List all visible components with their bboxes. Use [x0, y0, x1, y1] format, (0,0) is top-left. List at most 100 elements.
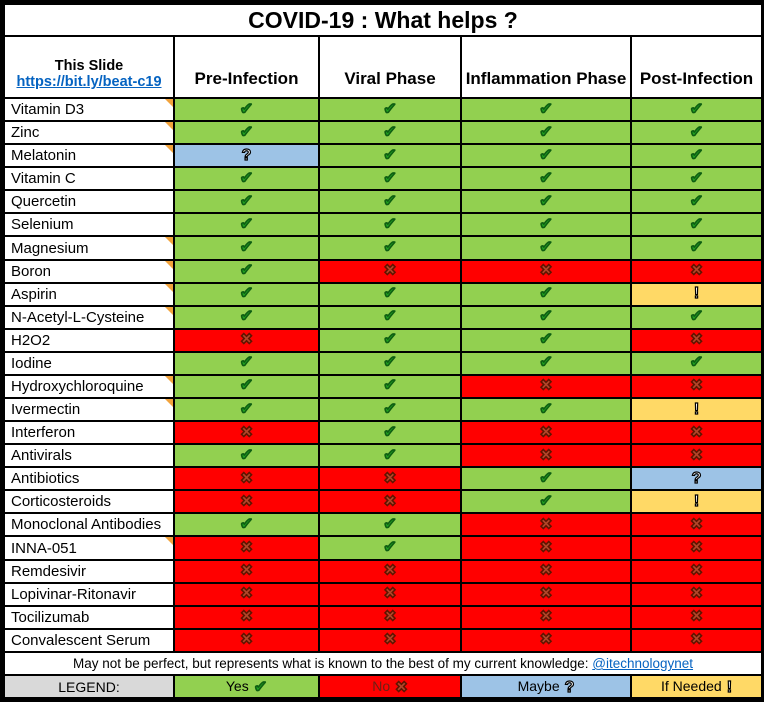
question-mark-icon: ? — [241, 146, 252, 164]
table-row: INNA-051 ✖ ✔ ✖ ✖ — [3, 535, 761, 561]
no-cross-icon: ✖ — [240, 423, 254, 441]
yes-check-icon: ✔ — [689, 354, 704, 372]
status-cell-no: ✖ — [630, 627, 761, 654]
row-label: Boron — [3, 258, 175, 284]
status-cell-yes: ✔ — [460, 397, 632, 423]
status-cell-yes: ✔ — [460, 235, 632, 261]
no-cross-icon: ✖ — [395, 679, 409, 696]
status-cell-no: ✖ — [460, 558, 632, 584]
status-cell-no: ✖ — [318, 466, 462, 492]
status-cell-no: ✖ — [460, 443, 632, 469]
comment-marker-icon — [165, 400, 172, 408]
table-row: Hydroxychloroquine ✔ ✔ ✖ ✖ — [3, 373, 761, 400]
covid-help-table: COVID-19 : What helps ? This Slide https… — [3, 3, 761, 699]
table-row: Melatonin? ✔ ✔ ✔ — [3, 143, 761, 169]
status-cell-yes: ✔ — [460, 96, 632, 123]
comment-marker-icon — [165, 261, 172, 269]
status-cell-yes: ✔ — [460, 166, 632, 192]
status-cell-no: ✖ — [460, 581, 632, 607]
row-label: Antivirals — [3, 443, 175, 469]
table-row: Interferon ✖ ✔ ✖ ✖ — [3, 420, 761, 446]
no-cross-icon: ✖ — [383, 585, 397, 603]
no-cross-icon: ✖ — [690, 446, 704, 464]
no-cross-icon: ✖ — [240, 562, 254, 580]
no-cross-icon: ✖ — [383, 469, 397, 487]
no-cross-icon: ✖ — [539, 585, 553, 603]
status-cell-no: ✖ — [460, 258, 632, 284]
row-label: Selenium — [3, 212, 175, 238]
no-cross-icon: ✖ — [539, 562, 553, 580]
legend-item-if-needed: If Needed! — [630, 674, 761, 699]
status-cell-yes: ✔ — [173, 235, 320, 261]
row-label: Interferon — [3, 420, 175, 446]
column-header-inflammation-phase: Inflammation Phase — [460, 35, 632, 99]
yes-check-icon: ✔ — [539, 285, 553, 303]
no-cross-icon: ✖ — [690, 562, 704, 580]
row-label: Iodine — [3, 350, 175, 376]
yes-check-icon: ✔ — [689, 100, 704, 118]
no-cross-icon: ✖ — [383, 562, 397, 580]
yes-check-icon: ✔ — [239, 262, 254, 280]
status-cell-yes: ✔ — [318, 166, 462, 192]
status-cell-yes: ✔ — [630, 96, 761, 123]
status-cell-yes: ✔ — [173, 443, 320, 469]
status-cell-yes: ✔ — [318, 281, 462, 307]
yes-check-icon: ✔ — [239, 123, 254, 141]
slide-url-link[interactable]: https://bit.ly/beat-c19 — [16, 74, 162, 90]
status-cell-no: ✖ — [460, 535, 632, 561]
table-row: Ivermectin ✔ ✔ ✔! — [3, 397, 761, 423]
yes-check-icon: ✔ — [239, 100, 254, 118]
status-cell-no: ✖ — [630, 512, 761, 538]
yes-check-icon: ✔ — [383, 239, 397, 256]
yes-check-icon: ✔ — [239, 192, 254, 210]
table-row: N-Acetyl-L-Cysteine ✔ ✔ ✔ ✔ — [3, 304, 761, 330]
status-cell-yes: ✔ — [630, 166, 761, 192]
status-cell-yes: ✔ — [460, 304, 632, 330]
yes-check-icon: ✔ — [689, 169, 704, 187]
status-cell-yes: ✔ — [318, 143, 462, 169]
status-cell-yes: ✔ — [173, 166, 320, 192]
row-label: INNA-051 — [3, 535, 175, 561]
no-cross-icon: ✖ — [240, 631, 254, 649]
yes-check-icon: ✔ — [383, 146, 397, 164]
no-cross-icon: ✖ — [539, 446, 553, 464]
status-cell-yes: ✔ — [318, 212, 462, 238]
yes-check-icon: ✔ — [383, 192, 397, 210]
status-cell-no: ✖ — [630, 327, 761, 353]
status-cell-no: ✖ — [173, 420, 320, 446]
status-cell-no: ✖ — [173, 581, 320, 607]
status-cell-yes: ✔ — [460, 189, 632, 215]
status-cell-no: ✖ — [460, 420, 632, 446]
footer-handle-link[interactable]: @itechnologynet — [592, 656, 694, 671]
row-label: Vitamin C — [3, 166, 175, 192]
yes-check-icon: ✔ — [689, 146, 704, 164]
status-cell-yes: ✔ — [460, 212, 632, 238]
status-cell-yes: ✔ — [460, 489, 632, 515]
no-cross-icon: ✖ — [690, 539, 704, 557]
status-cell-no: ✖ — [460, 604, 632, 630]
status-cell-no: ✖ — [173, 604, 320, 630]
status-cell-yes: ✔ — [173, 258, 320, 284]
yes-check-icon: ✔ — [539, 331, 553, 349]
no-cross-icon: ✖ — [383, 608, 397, 626]
row-label: Convalescent Serum — [3, 627, 175, 654]
exclamation-mark-icon: ! — [693, 285, 700, 303]
status-cell-no: ✖ — [460, 373, 632, 400]
table-row: Convalescent Serum ✖ ✖ ✖ ✖ — [3, 627, 761, 654]
status-cell-yes: ✔ — [318, 96, 462, 123]
status-cell-yes: ✔ — [630, 235, 761, 261]
status-cell-yes: ✔ — [318, 397, 462, 423]
yes-check-icon: ✔ — [239, 215, 254, 233]
legend-maybe-label: Maybe — [517, 677, 560, 694]
status-cell-yes: ✔ — [630, 350, 761, 376]
no-cross-icon: ✖ — [240, 608, 254, 626]
table-row: Lopivinar-Ritonavir ✖ ✖ ✖ ✖ — [3, 581, 761, 607]
status-cell-if-needed: ! — [630, 397, 761, 423]
status-cell-yes: ✔ — [460, 281, 632, 307]
status-cell-yes: ✔ — [318, 443, 462, 469]
status-cell-maybe: ? — [630, 466, 761, 492]
yes-check-icon: ✔ — [539, 123, 553, 141]
column-header-post-infection: Post-Infection — [630, 35, 761, 99]
yes-check-icon: ✔ — [383, 539, 397, 557]
